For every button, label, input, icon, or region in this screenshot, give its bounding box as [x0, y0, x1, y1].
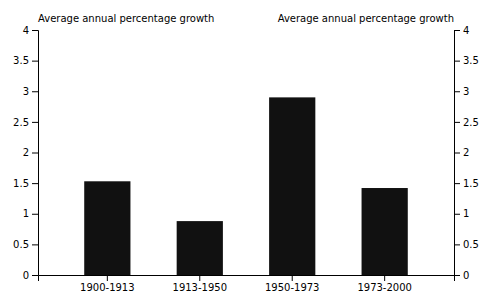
tick: 3.5: [454, 55, 479, 66]
tick-label: 1: [23, 208, 29, 219]
tick-mark: [454, 244, 460, 245]
tick-mark: [454, 30, 460, 31]
tick-mark: [32, 91, 38, 92]
bar: [269, 97, 315, 275]
tick: 3.5: [13, 55, 38, 66]
bar: [84, 181, 130, 275]
tick: 1.5: [13, 178, 38, 189]
tick-label: 3: [463, 86, 469, 97]
tick: 4: [23, 25, 38, 36]
bar: [177, 221, 223, 275]
tick-mark: [32, 153, 38, 154]
tick-label: 1.5: [13, 178, 29, 189]
tick: 2: [23, 147, 38, 158]
tick-label: 2.5: [463, 117, 479, 128]
tick-mark: [454, 275, 460, 276]
tick-mark: [454, 61, 460, 62]
tick-mark: [32, 275, 38, 276]
tick-mark: [107, 275, 108, 281]
tick-label: 0: [23, 270, 29, 281]
axis-line: [32, 31, 39, 276]
tick: 1973-2000: [357, 275, 412, 293]
tick-label: 2: [23, 147, 29, 158]
tick: 1950-1973: [265, 275, 320, 293]
y-axis: 0 0.5 1 1.5 2 2.5 3 3.5 4: [13, 25, 38, 281]
tick-label: 3: [23, 86, 29, 97]
tick: 1: [23, 208, 38, 219]
tick-label: 0.5: [463, 239, 479, 250]
tick: 3: [454, 86, 469, 97]
tick-label: 2.5: [13, 117, 29, 128]
tick: 0: [23, 270, 38, 281]
tick-mark: [32, 30, 38, 31]
tick-label: 0.5: [13, 239, 29, 250]
tick-mark: [199, 275, 200, 281]
tick: 0.5: [13, 239, 38, 250]
tick-mark: [454, 91, 460, 92]
chart: 1900-1913 1913-1950 1950-1973 1973-2000 0 0.5…: [0, 0, 492, 303]
tick: 0.5: [454, 239, 479, 250]
y2-axis-label: Average annual percentage growth: [278, 13, 454, 24]
tick-label: 0: [463, 270, 469, 281]
tick-mark: [32, 244, 38, 245]
tick-mark: [454, 153, 460, 154]
tick: 4: [454, 25, 469, 36]
bar: [362, 188, 408, 275]
tick-label: 3.5: [463, 55, 479, 66]
tick: 0: [454, 270, 469, 281]
tick-mark: [384, 275, 385, 281]
tick: 2.5: [13, 117, 38, 128]
tick-mark: [32, 183, 38, 184]
tick-label: 1: [463, 208, 469, 219]
tick-label: 1913-1950: [173, 282, 228, 293]
tick-mark: [32, 214, 38, 215]
tick-label: 4: [23, 25, 29, 36]
tick-mark: [292, 275, 293, 281]
tick: 3: [23, 86, 38, 97]
tick: 2: [454, 147, 469, 158]
tick-mark: [454, 214, 460, 215]
tick: 2.5: [454, 117, 479, 128]
tick-mark: [32, 122, 38, 123]
tick: 1900-1913: [80, 275, 135, 293]
tick: 1913-1950: [173, 275, 228, 293]
tick-label: 1900-1913: [80, 282, 135, 293]
tick-label: 1950-1973: [265, 282, 320, 293]
tick-label: 1973-2000: [357, 282, 412, 293]
axis-line: [455, 31, 461, 276]
tick-mark: [32, 61, 38, 62]
tick-label: 4: [463, 25, 469, 36]
x-axis: 1900-1913 1913-1950 1950-1973 1973-2000: [39, 275, 455, 293]
y2-axis: 0 0.5 1 1.5 2 2.5 3 3.5 4: [454, 25, 479, 281]
tick-label: 1.5: [463, 178, 479, 189]
y-axis-label: Average annual percentage growth: [38, 13, 214, 24]
bars: [84, 97, 408, 275]
tick-mark: [454, 183, 460, 184]
axis-line: [39, 276, 455, 282]
tick: 1: [454, 208, 469, 219]
plot: 1900-1913 1913-1950 1950-1973 1973-2000 0 0.5…: [13, 13, 479, 293]
tick-label: 2: [463, 147, 469, 158]
tick-mark: [454, 122, 460, 123]
tick: 1.5: [454, 178, 479, 189]
tick-label: 3.5: [13, 55, 29, 66]
